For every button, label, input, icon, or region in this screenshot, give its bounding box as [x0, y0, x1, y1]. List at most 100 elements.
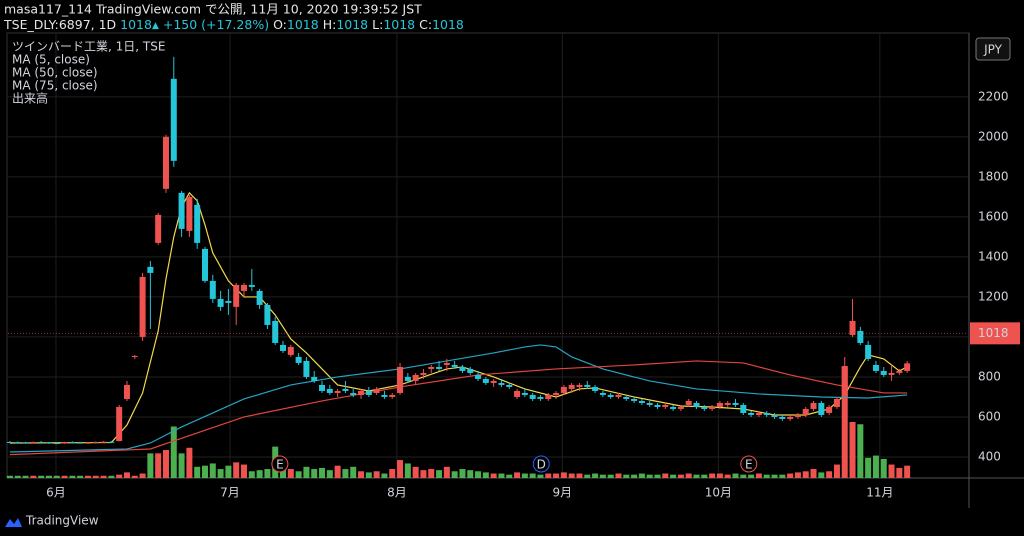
volume-bar	[178, 453, 185, 478]
candle-body	[436, 366, 443, 369]
candle-body	[779, 416, 786, 419]
candle-body	[256, 290, 263, 305]
candle-body	[716, 402, 723, 407]
volume-bar	[53, 475, 60, 478]
currency-label: JPY	[983, 43, 1003, 57]
candle-body	[420, 372, 427, 375]
volume-bar	[350, 466, 357, 478]
volume-bar	[662, 473, 669, 478]
volume-bar	[693, 474, 700, 478]
candle-body	[443, 362, 450, 365]
volume-bar	[841, 366, 848, 478]
volume-bar	[358, 471, 365, 478]
event-label: D	[537, 458, 546, 472]
candle-body	[319, 384, 326, 391]
candle-body	[428, 366, 435, 369]
volume-bar	[545, 473, 552, 478]
candle-body	[685, 400, 692, 405]
candle-body	[592, 386, 599, 391]
candle-body	[272, 320, 279, 343]
volume-bar	[194, 466, 201, 478]
candle-body	[724, 402, 731, 405]
volume-bar	[482, 472, 489, 478]
y-tick-label: 1200	[978, 289, 1009, 303]
volume-bar	[303, 466, 310, 478]
candle-body	[475, 374, 482, 379]
volume-bar	[599, 474, 606, 478]
volume-bar	[342, 469, 349, 478]
volume-bar	[794, 472, 801, 478]
volume-bar	[14, 475, 21, 478]
legend-ma75: MA (75, close)	[12, 79, 98, 93]
volume-bar	[490, 473, 497, 478]
volume-bar	[319, 467, 326, 478]
legend-volume: 出来高	[12, 91, 48, 106]
candle-body	[53, 442, 60, 444]
volume-bar	[84, 475, 91, 478]
volume-bar	[6, 475, 13, 478]
volume-bar	[810, 469, 817, 478]
candle-body	[833, 398, 840, 407]
candle-body	[584, 384, 591, 387]
currency-button[interactable]	[975, 37, 1011, 61]
volume-bar	[701, 474, 708, 478]
volume-bar	[123, 472, 130, 478]
candle-body	[397, 366, 404, 393]
volume-bar	[904, 465, 911, 478]
x-tick-label: 11月	[866, 486, 893, 500]
y-tick-label: 1800	[978, 169, 1009, 183]
volume-bar	[420, 470, 427, 478]
candle-body	[365, 390, 372, 395]
candle-body	[646, 402, 653, 405]
volume-bar	[560, 472, 567, 478]
x-tick-label: 8月	[387, 486, 407, 500]
volume-bar	[888, 464, 895, 478]
volume-bar	[225, 465, 232, 478]
candle-body	[241, 284, 248, 291]
event-marker	[532, 455, 550, 473]
y-tick-label: 1400	[978, 249, 1009, 263]
candle-body	[280, 344, 287, 351]
volume-bar	[833, 464, 840, 478]
event-marker	[271, 455, 289, 473]
candle-body	[787, 416, 794, 419]
candle-body	[381, 394, 388, 397]
candle-body	[560, 386, 567, 393]
candle-body	[732, 402, 739, 405]
volume-bar	[592, 473, 599, 478]
volume-bar	[389, 469, 396, 478]
candle-body	[514, 390, 521, 397]
candle-body	[599, 392, 606, 395]
y-tick-label: 400	[978, 449, 1001, 463]
candle-body	[896, 370, 903, 373]
candle-body	[794, 414, 801, 417]
candle-body	[755, 412, 762, 415]
volume-bar	[233, 462, 240, 478]
candle-body	[389, 394, 396, 397]
x-tick-label: 6月	[46, 486, 66, 500]
y-tick-label: 2000	[978, 129, 1009, 143]
volume-bar	[670, 474, 677, 478]
candle-body	[654, 404, 661, 407]
candle-body	[537, 396, 544, 399]
candle-body	[22, 442, 29, 444]
candle-body	[740, 404, 747, 413]
legend-symbol: ツインバード工業, 1日, TSE	[12, 40, 165, 54]
candle-body	[92, 442, 99, 444]
volume-bar	[709, 473, 716, 478]
volume-bar	[139, 473, 146, 478]
volume-bar	[295, 471, 302, 478]
candle-body	[693, 402, 700, 407]
volume-bar	[755, 473, 762, 478]
volume-bar	[865, 457, 872, 478]
volume-bar	[826, 471, 833, 478]
candle-body	[45, 442, 52, 444]
candle-body	[521, 392, 528, 395]
volume-bar	[248, 471, 255, 478]
volume-bar	[22, 475, 29, 478]
candle-body	[14, 442, 21, 444]
candle-body	[818, 402, 825, 415]
candle-body	[170, 78, 177, 161]
